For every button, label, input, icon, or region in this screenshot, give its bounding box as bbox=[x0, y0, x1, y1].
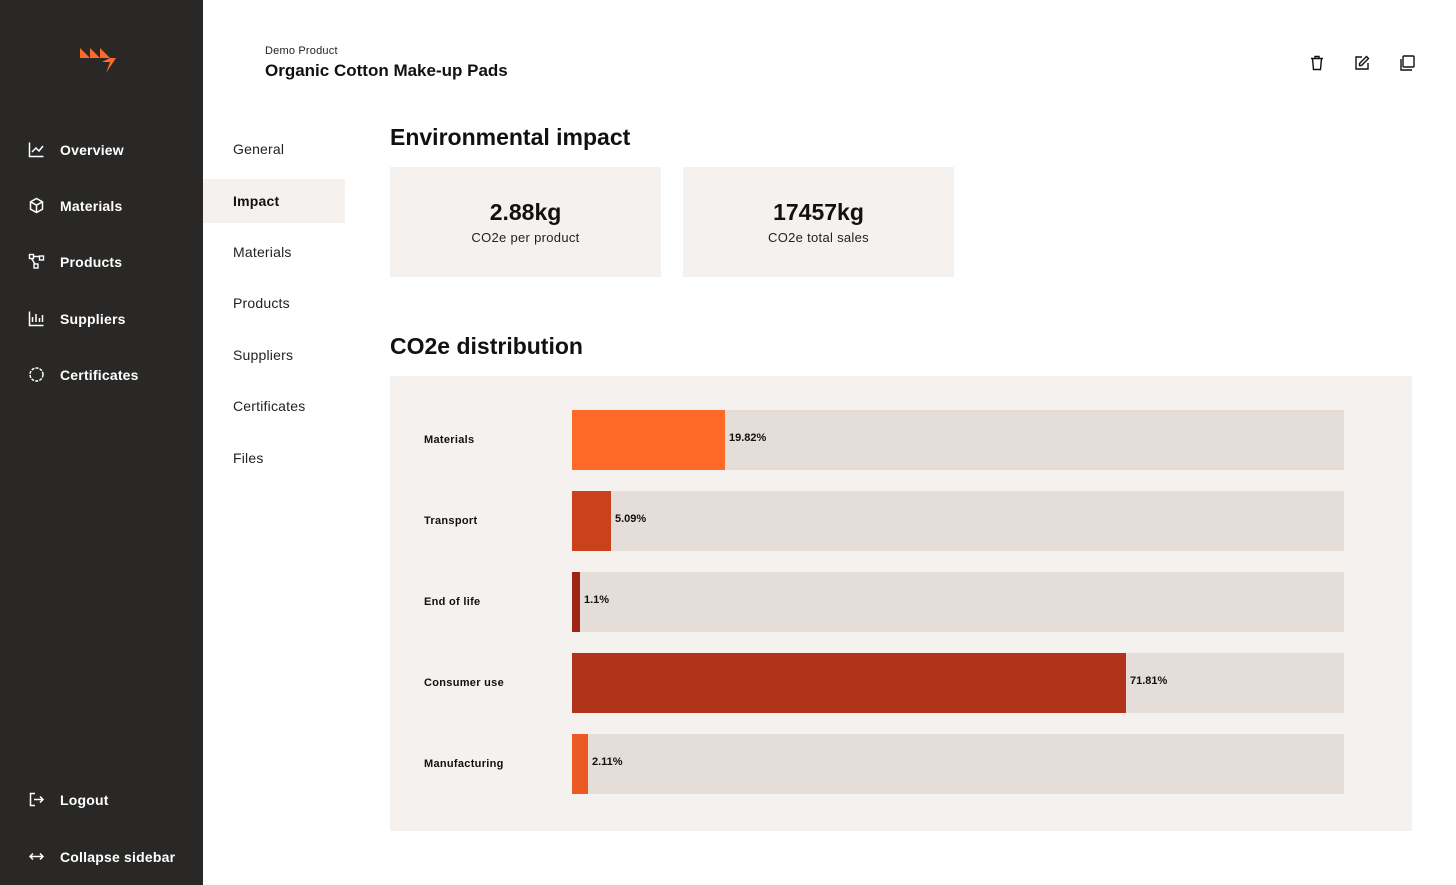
cube-icon bbox=[29, 197, 44, 214]
edit-icon bbox=[1355, 55, 1370, 70]
logout-button[interactable]: Logout bbox=[28, 791, 109, 808]
edit-button[interactable] bbox=[1353, 54, 1373, 74]
bar-value-label: 19.82% bbox=[729, 432, 767, 444]
bar-category-label: Manufacturing bbox=[424, 758, 504, 770]
badge-icon bbox=[29, 367, 44, 382]
card-value: 2.88kg bbox=[489, 199, 562, 225]
bar-track: 71.81% bbox=[572, 653, 1344, 713]
subnav-general[interactable]: General bbox=[233, 141, 285, 157]
bar-category-label: End of life bbox=[424, 596, 481, 608]
bar-track: 5.09% bbox=[572, 491, 1344, 551]
card-value: 17457kg bbox=[773, 199, 864, 225]
subnav-suppliers[interactable]: Suppliers bbox=[233, 347, 294, 363]
page-title: Organic Cotton Make-up Pads bbox=[265, 61, 508, 80]
sidebar-item-materials[interactable]: Materials bbox=[28, 197, 123, 214]
distribution-heading: CO2e distribution bbox=[390, 333, 583, 359]
sidebar-item-label: Materials bbox=[60, 197, 123, 214]
bar-value-label: 5.09% bbox=[615, 513, 647, 525]
bar-track: 1.1% bbox=[572, 572, 1344, 632]
bar-value-label: 1.1% bbox=[584, 594, 610, 606]
bar-track: 2.11% bbox=[572, 734, 1344, 794]
delete-button[interactable] bbox=[1308, 54, 1328, 74]
sidebar-item-label: Products bbox=[60, 253, 123, 270]
bar-track: 19.82% bbox=[572, 410, 1344, 470]
sidebar-item-overview[interactable]: Overview bbox=[28, 141, 124, 158]
line-chart-icon bbox=[28, 142, 44, 158]
impact-card-per-product: 2.88kg CO2e per product bbox=[390, 167, 661, 277]
subnav-certificates[interactable]: Certificates bbox=[233, 398, 306, 414]
breadcrumb[interactable]: Demo Product bbox=[265, 45, 338, 57]
logout-label: Logout bbox=[60, 791, 109, 808]
sidebar-item-label: Overview bbox=[60, 141, 124, 158]
sidebar-item-certificates[interactable]: Certificates bbox=[28, 366, 139, 383]
bar-fill bbox=[572, 572, 580, 632]
bar-category-label: Consumer use bbox=[424, 677, 505, 689]
bar-value-label: 2.11% bbox=[592, 756, 623, 768]
sidebar-item-products[interactable]: Products bbox=[28, 253, 122, 270]
subnav-products[interactable]: Products bbox=[233, 295, 290, 311]
bar-fill bbox=[572, 734, 588, 794]
bar-fill bbox=[572, 410, 725, 470]
sidebar-item-label: Suppliers bbox=[60, 310, 126, 327]
card-label: CO2e total sales bbox=[768, 230, 869, 245]
impact-heading: Environmental impact bbox=[390, 124, 631, 150]
bar-category-label: Materials bbox=[424, 434, 475, 446]
subnav-impact[interactable]: Impact bbox=[203, 179, 345, 223]
subnav-materials[interactable]: Materials bbox=[233, 244, 292, 260]
sidebar-item-suppliers[interactable]: Suppliers bbox=[28, 310, 126, 327]
collapse-arrows-icon bbox=[28, 852, 45, 861]
bar-category-label: Transport bbox=[424, 515, 478, 527]
logout-icon bbox=[29, 792, 45, 807]
distribution-chart: Materials 19.82% Transport 5.09% End of life… bbox=[390, 376, 1412, 831]
bar-value-label: 71.81% bbox=[1130, 675, 1168, 687]
subnav-files[interactable]: Files bbox=[233, 450, 264, 466]
duplicate-button[interactable] bbox=[1398, 54, 1418, 74]
card-label: CO2e per product bbox=[471, 230, 580, 245]
bar-fill bbox=[572, 653, 1126, 713]
collapse-sidebar-label: Collapse sidebar bbox=[60, 848, 176, 865]
sidebar-item-label: Certificates bbox=[60, 366, 139, 383]
bar-fill bbox=[572, 491, 611, 551]
duplicate-icon bbox=[1400, 55, 1415, 71]
brand-logo-icon[interactable] bbox=[80, 44, 124, 74]
collapse-sidebar-button[interactable]: Collapse sidebar bbox=[28, 848, 175, 865]
bar-chart-icon bbox=[28, 311, 44, 327]
sidebar: Overview Materials Products Suppliers Ce… bbox=[0, 0, 203, 885]
trash-icon bbox=[1311, 55, 1323, 71]
nodes-icon bbox=[28, 253, 45, 269]
impact-card-total-sales: 17457kg CO2e total sales bbox=[683, 167, 954, 277]
